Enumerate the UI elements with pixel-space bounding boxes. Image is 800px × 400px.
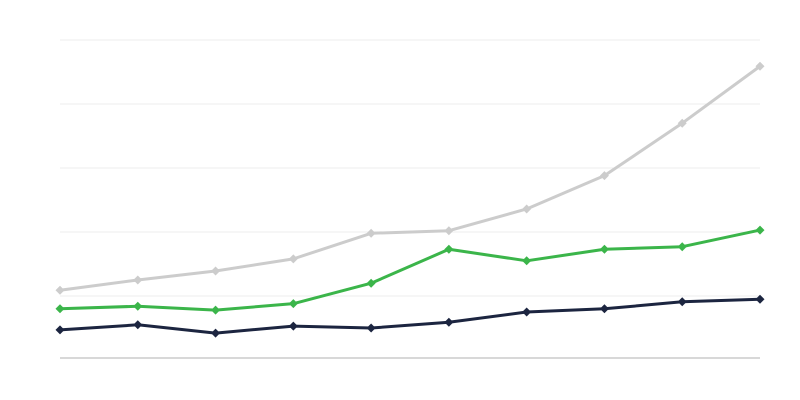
data-point-1-8 — [677, 242, 687, 252]
data-point-0-2 — [211, 266, 221, 276]
data-point-1-1 — [133, 301, 143, 311]
data-point-2-9 — [755, 294, 765, 304]
data-point-2-4 — [366, 323, 376, 333]
data-point-0-8 — [677, 118, 687, 128]
data-point-0-4 — [366, 228, 376, 238]
data-point-2-5 — [444, 317, 454, 327]
data-point-1-2 — [211, 305, 221, 315]
data-point-2-0 — [55, 325, 65, 335]
data-point-1-5 — [444, 244, 454, 254]
data-point-1-6 — [522, 256, 532, 266]
series-line-0 — [59, 65, 761, 292]
data-point-2-2 — [211, 328, 221, 338]
data-point-1-0 — [55, 304, 65, 314]
data-point-0-9 — [755, 61, 765, 71]
data-point-2-7 — [599, 304, 609, 314]
data-point-2-6 — [522, 307, 532, 317]
data-point-2-3 — [288, 321, 298, 331]
series-line-2 — [59, 297, 761, 335]
data-point-0-3 — [288, 254, 298, 264]
data-point-1-7 — [599, 244, 609, 254]
data-point-1-9 — [755, 225, 765, 235]
data-point-0-6 — [522, 204, 532, 214]
series-line-1 — [59, 228, 761, 312]
data-point-0-7 — [599, 171, 609, 181]
data-point-0-5 — [444, 226, 454, 236]
data-point-1-4 — [366, 278, 376, 288]
data-point-2-1 — [133, 320, 143, 330]
data-point-2-8 — [677, 297, 687, 307]
data-point-0-0 — [55, 285, 65, 295]
data-point-1-3 — [288, 299, 298, 309]
data-point-0-1 — [133, 275, 143, 285]
